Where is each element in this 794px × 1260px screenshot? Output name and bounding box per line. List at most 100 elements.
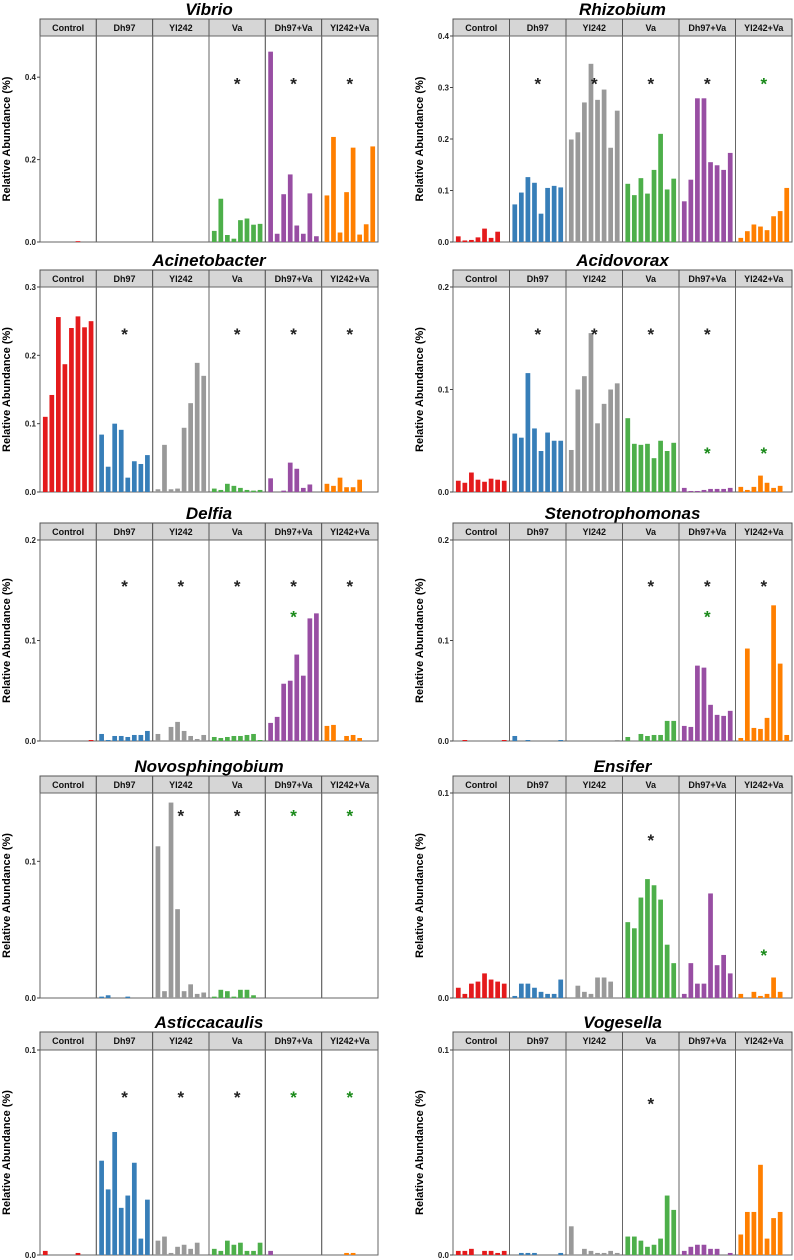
- bar-va: [251, 1250, 256, 1255]
- facet-strip-label: Dh97+Va: [688, 1036, 727, 1046]
- facet-strip-label: Dh97: [527, 1036, 549, 1046]
- facet-frame: [152, 539, 210, 742]
- bar-dh97-plus-va: [681, 201, 687, 242]
- bar-va: [257, 223, 263, 242]
- bar-yl242: [582, 376, 587, 492]
- bar-va: [651, 1244, 657, 1255]
- bar-dh97-plus-va: [727, 1252, 733, 1255]
- bar-dh97-plus-va: [268, 478, 273, 492]
- bar-yl242: [575, 132, 581, 242]
- bar-yl242: [175, 488, 180, 492]
- facet-frame: [678, 35, 736, 243]
- bar-yl242-plus-va: [771, 605, 776, 741]
- bar-dh97: [558, 440, 564, 492]
- panel-rhizobium: Rhizobium Relative Abundance (%) Control Dh…: [414, 0, 793, 247]
- y-axis-label: Relative Abundance (%): [414, 578, 426, 703]
- bar-yl242-plus-va: [337, 232, 343, 242]
- bar-dh97-plus-va: [701, 1244, 707, 1255]
- significance-star: *: [704, 577, 711, 596]
- bar-yl242-plus-va: [344, 487, 349, 492]
- bar-va: [211, 230, 217, 242]
- bar-control: [495, 231, 501, 242]
- panel-title: Novosphingobium: [134, 757, 283, 776]
- bar-control: [501, 740, 507, 741]
- bar-dh97: [131, 1162, 137, 1255]
- facet-frame: [509, 35, 567, 243]
- bar-va: [218, 989, 224, 998]
- bar-va: [244, 734, 250, 741]
- facet-strip-label: Yl242: [582, 274, 606, 284]
- bar-yl242-plus-va: [324, 725, 330, 741]
- panel-title: Asticcacaulis: [154, 1013, 264, 1032]
- bar-control: [462, 240, 468, 242]
- bar-va: [218, 737, 224, 741]
- significance-star: *: [290, 807, 297, 826]
- facet-frame: [565, 792, 623, 999]
- bar-va: [211, 488, 217, 492]
- bar-yl242-plus-va: [350, 147, 356, 242]
- bar-control: [62, 364, 68, 492]
- significance-star: *: [234, 325, 241, 344]
- bar-va: [671, 720, 677, 741]
- facet-frame: [678, 1049, 736, 1256]
- bar-va: [211, 996, 217, 998]
- facet-frame: [39, 1049, 97, 1256]
- facet-strip-label: Yl242: [582, 780, 606, 790]
- bar-va: [231, 735, 237, 741]
- bar-va: [238, 220, 243, 242]
- bar-va: [218, 1250, 224, 1255]
- bar-dh97: [525, 373, 531, 492]
- significance-star: *: [347, 325, 354, 344]
- bar-dh97: [551, 185, 557, 242]
- bar-dh97-plus-va: [294, 468, 300, 492]
- bar-dh97-plus-va: [701, 983, 707, 998]
- bar-va: [631, 443, 637, 492]
- bar-control: [482, 973, 487, 998]
- y-tick-label: 0.0: [25, 737, 37, 746]
- facet-frame: [321, 792, 379, 999]
- bar-va: [218, 198, 224, 242]
- facet-frame: [678, 539, 736, 742]
- facet-frame: [452, 286, 510, 493]
- bar-va: [664, 451, 670, 492]
- significance-star-secondary: *: [704, 444, 711, 463]
- facet-strip-label: Va: [232, 274, 244, 284]
- y-tick-label: 0.4: [25, 73, 37, 82]
- y-tick-label: 0.4: [438, 32, 450, 41]
- bar-yl242: [181, 1244, 187, 1255]
- bar-va: [238, 1242, 243, 1255]
- bar-yl242-plus-va: [350, 487, 356, 492]
- facet-frame: [452, 792, 510, 999]
- bar-dh97: [105, 1189, 111, 1255]
- bar-va: [244, 989, 250, 998]
- bar-control: [475, 981, 481, 998]
- bar-dh97: [105, 995, 111, 998]
- bar-yl242-plus-va: [738, 737, 744, 741]
- bar-va: [631, 195, 637, 242]
- bar-dh97: [118, 1207, 124, 1255]
- bar-dh97: [145, 730, 150, 741]
- bar-control: [42, 1250, 48, 1255]
- facet-frame: [264, 1049, 323, 1256]
- facet-frame: [452, 539, 510, 742]
- facet-frame: [321, 286, 379, 493]
- bar-control: [455, 1250, 461, 1255]
- bar-dh97: [512, 995, 518, 998]
- bar-yl242-plus-va: [350, 734, 356, 741]
- y-tick-label: 0.0: [438, 488, 450, 497]
- bar-control: [69, 328, 74, 492]
- y-tick-label: 0.1: [25, 637, 37, 646]
- bar-va: [651, 734, 657, 741]
- bar-control: [501, 1250, 507, 1255]
- bar-control: [56, 317, 61, 492]
- bar-yl242-plus-va: [350, 1252, 356, 1255]
- facet-frame: [95, 35, 154, 243]
- facet-strip-label: Va: [645, 23, 657, 33]
- facet-strip-label: Control: [52, 274, 84, 284]
- bar-va: [238, 989, 243, 998]
- bar-yl242: [595, 977, 600, 998]
- bar-va: [231, 485, 237, 492]
- facet-strip-label: Va: [232, 1036, 244, 1046]
- bar-va: [257, 1242, 263, 1255]
- facet-strip-label: Control: [465, 1036, 497, 1046]
